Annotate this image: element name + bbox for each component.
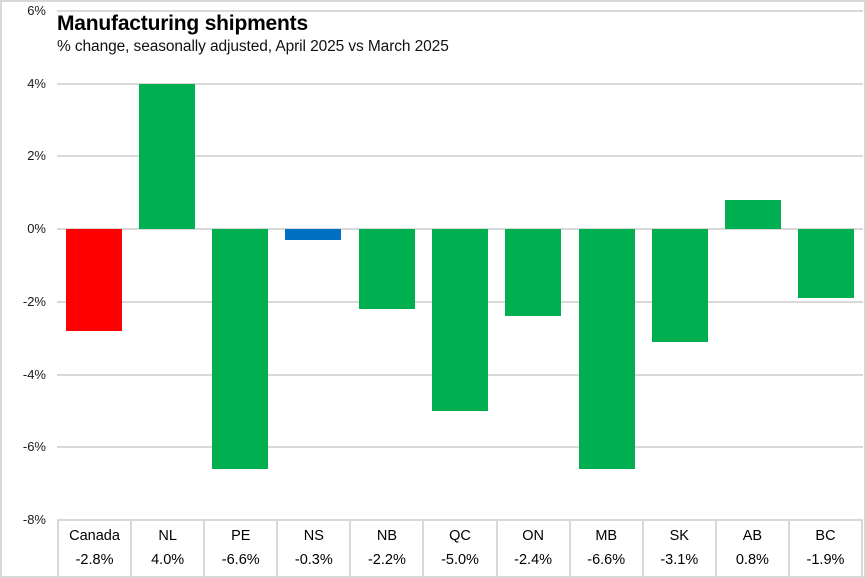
- value-label: -6.6%: [221, 552, 260, 569]
- category-label: Canada: [69, 527, 120, 544]
- y-axis-tick-label: -6%: [22, 439, 46, 455]
- gridline--8%: [57, 519, 863, 521]
- category-label: AB: [742, 527, 763, 544]
- chart-header: Manufacturing shipments % change, season…: [57, 12, 449, 56]
- chart-title: Manufacturing shipments: [57, 12, 308, 35]
- value-label: 4.0%: [151, 552, 185, 569]
- y-axis-tick-label: 0%: [27, 221, 46, 237]
- category-label: NL: [158, 527, 177, 544]
- table-cell-pe: PE -6.6%: [205, 520, 279, 576]
- bar-nb: [358, 229, 415, 310]
- bar-on: [505, 229, 562, 317]
- table-cell-sk: SK -3.1%: [644, 520, 717, 576]
- y-axis-tick-label: -4%: [22, 366, 46, 382]
- table-cell-canada: Canada -2.8%: [57, 520, 133, 576]
- bar-nl: [138, 83, 195, 230]
- category-label: SK: [669, 527, 689, 544]
- value-label: -3.1%: [660, 552, 699, 569]
- category-label: ON: [522, 527, 544, 544]
- table-cell-on: ON -2.4%: [498, 520, 571, 576]
- y-axis-tick-label: 4%: [27, 75, 46, 91]
- bar-sk: [651, 229, 708, 342]
- data-table: Canada -2.8% NL 4.0% PE -6.6% NS -0.3% NB -2.2% QC…: [57, 520, 864, 576]
- category-label: PE: [231, 527, 251, 544]
- table-cell-nb: NB -2.2%: [351, 520, 425, 576]
- gridline--6%: [57, 446, 863, 449]
- category-label: NB: [376, 527, 397, 544]
- bar-ns: [285, 229, 342, 241]
- plot-area: [57, 10, 863, 521]
- value-label: -5.0%: [441, 552, 479, 569]
- value-label: -2.8%: [75, 552, 114, 569]
- gridline-2%: [57, 155, 863, 158]
- table-cell-ab: AB 0.8%: [717, 520, 790, 576]
- table-cell-ns: NS -0.3%: [278, 520, 352, 576]
- gridline-6%: [57, 10, 863, 12]
- bar-bc: [798, 229, 855, 299]
- y-axis-tick-label: -2%: [22, 293, 46, 309]
- category-label: MB: [595, 527, 618, 544]
- y-axis-tick-label: 2%: [27, 148, 46, 164]
- bar-qc: [432, 229, 488, 411]
- y-axis-tick-label: -8%: [22, 512, 46, 527]
- y-axis-tick-label: 6%: [27, 3, 46, 18]
- table-cell-bc: BC -1.9%: [790, 520, 864, 576]
- value-label: -1.9%: [806, 552, 845, 569]
- table-cell-qc: QC -5.0%: [424, 520, 498, 576]
- bar-mb: [578, 229, 635, 470]
- bar-pe: [212, 229, 269, 470]
- table-cell-mb: MB -6.6%: [571, 520, 644, 576]
- value-label: -2.2%: [367, 552, 406, 569]
- value-label: -2.4%: [514, 552, 553, 569]
- category-label: BC: [815, 527, 836, 544]
- value-label: -6.6%: [587, 552, 626, 569]
- table-cell-nl: NL 4.0%: [132, 520, 206, 576]
- value-label: -0.3%: [294, 552, 333, 569]
- chart-subtitle: % change, seasonally adjusted, April 202…: [57, 38, 449, 56]
- value-label: 0.8%: [735, 552, 769, 569]
- category-label: NS: [303, 527, 324, 544]
- gridline-4%: [57, 82, 863, 85]
- bar-ab: [725, 200, 782, 230]
- category-label: QC: [449, 527, 471, 544]
- bar-canada: [65, 229, 122, 331]
